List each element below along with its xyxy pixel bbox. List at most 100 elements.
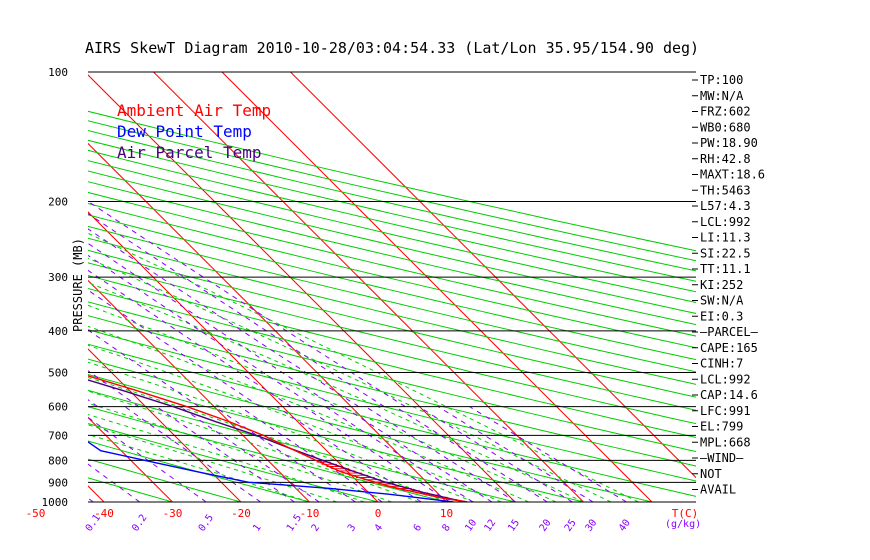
dry-adiabat-line: [88, 139, 696, 282]
dry-adiabat-line: [88, 181, 696, 326]
dry-adiabat-line: [88, 406, 447, 502]
dry-adiabat-line: [88, 315, 696, 467]
dry-adiabat-line: [88, 301, 696, 453]
side-index-label: SI:22.5: [700, 246, 751, 260]
side-index-label: EI:0.3: [700, 309, 743, 323]
isotherm-line: [88, 279, 310, 502]
mixing-ratio-line: [179, 406, 320, 502]
bottom-temp-tick: 10: [440, 507, 453, 520]
pressure-tick: 300: [48, 271, 68, 284]
mixing-ratio-line: [88, 497, 94, 502]
mixing-ratio-label: 6: [412, 522, 424, 533]
temperature-line: [88, 375, 468, 502]
dry-adiabat-line: [88, 225, 696, 373]
dry-adiabat-line: [88, 249, 696, 398]
side-index-label: TH:5463: [700, 183, 751, 197]
isobar-lines: [88, 72, 696, 502]
pressure-tick: 700: [48, 429, 68, 442]
mixing-ratio-line: [214, 406, 356, 502]
isotherm-line: [0, 72, 36, 502]
mixing-ratio-label: 8: [440, 522, 452, 533]
plot-frame: [88, 71, 696, 503]
chart-title: AIRS SkewT Diagram 2010-10-28/03:04:54.3…: [85, 39, 699, 57]
legend-entry: Air Parcel Temp: [117, 143, 262, 162]
side-index-label: RH:42.8: [700, 152, 751, 166]
dry-adiabat-line: [88, 275, 696, 425]
isotherm-line: [88, 348, 242, 502]
mixing-ratio-label: 0.2: [130, 513, 149, 534]
isotherm-line: [88, 416, 173, 502]
side-index-label: SW:N/A: [700, 294, 744, 308]
mixing-ratio-line: [88, 289, 261, 408]
moist-adiabat-line: [88, 402, 392, 502]
side-index-label: LI:11.3: [700, 231, 751, 245]
moist-adiabat-line: [88, 376, 447, 502]
legend-entry: Dew Point Temp: [117, 122, 252, 141]
pressure-tick: 100: [48, 66, 68, 79]
side-index-label: EL:799: [700, 420, 743, 434]
mixing-ratio-line: [394, 406, 548, 502]
dry-adiabat-line: [88, 329, 696, 482]
mixing-ratio-label: 0.5: [197, 513, 216, 534]
side-index-label: MW:N/A: [700, 89, 744, 103]
bottom-temp-tick: -50: [26, 507, 46, 520]
side-index-label: L57:4.3: [700, 199, 751, 213]
side-index-label: TP:100: [700, 73, 743, 87]
legend: Ambient Air Temp Dew Point Temp Air Parcel…: [117, 101, 271, 162]
mixing-ratio-line: [88, 463, 140, 502]
pressure-tick: 600: [48, 401, 68, 414]
pressure-tick: 900: [48, 476, 68, 489]
legend-entry: Ambient Air Temp: [117, 101, 271, 120]
isotherm-lines: [0, 72, 696, 502]
mixing-ratio-line: [342, 406, 493, 502]
mixing-ratio-line: [0, 72, 37, 407]
dry-adiabat-line: [88, 288, 696, 438]
mixing-ratio-unit: (g/kg): [665, 519, 701, 530]
mixing-ratio-line: [239, 406, 383, 502]
bottom-temp-tick: 0: [375, 507, 382, 520]
dry-adiabat-line: [88, 202, 696, 349]
moist-adiabat-line: [88, 361, 475, 502]
mixing-ratio-line: [437, 406, 594, 502]
pressure-tick: 500: [48, 367, 68, 380]
mixing-ratio-line: [418, 406, 573, 502]
moist-adiabat-line: [88, 325, 529, 502]
profile-lines: [88, 375, 468, 502]
dry-adiabat-line: [88, 191, 696, 337]
pressure-tick: 200: [48, 195, 68, 208]
dry-adiabat-line: [88, 262, 696, 411]
mixing-ratio-label: 1: [251, 522, 263, 533]
pressure-ticks: 100 200 300 400 500 600 700 800 900 1000: [42, 66, 69, 509]
bottom-temp-tick: -40: [94, 507, 114, 520]
mixing-ratio-label: 20: [538, 518, 554, 534]
dry-adiabat-line: [88, 423, 379, 502]
pressure-tick: 1000: [42, 496, 69, 509]
pressure-tick: 800: [48, 454, 68, 467]
side-index-label: LCL:992: [700, 215, 751, 229]
mixing-ratio-label: 4: [373, 522, 385, 533]
dry-adiabat-line: [88, 110, 696, 252]
dry-adiabat-line: [88, 458, 242, 502]
isotherm-line: [290, 72, 696, 479]
dry-adiabat-line: [88, 120, 696, 262]
y-axis-label: PRESSURE (MB): [71, 238, 85, 332]
mixing-ratio-label: 3: [346, 522, 358, 533]
side-index-label: CINH:7: [700, 357, 743, 371]
mixing-ratio-line: [88, 228, 359, 408]
dry-adiabat-line: [88, 170, 696, 314]
dry-adiabat-line: [88, 129, 696, 272]
dry-adiabat-lines: [88, 110, 696, 502]
mixing-ratio-line: [88, 213, 385, 408]
mixing-ratio-label: 10: [463, 518, 479, 534]
dry-adiabat-line: [88, 358, 653, 502]
side-index-label: NOT: [700, 467, 722, 481]
mixing-ratio-label: 30: [584, 518, 600, 534]
mixing-ratio-line: [469, 406, 627, 502]
side-index-label: CAP:14.6: [700, 388, 758, 402]
moist-adiabat-line: [88, 433, 310, 502]
parcel-temp-line: [88, 379, 468, 502]
dry-adiabat-line: [88, 389, 516, 502]
bottom-temp-ticks: -50 -40 -30 -20 -10 0 10 T(C): [26, 507, 699, 520]
bottom-temp-tick: -10: [300, 507, 320, 520]
